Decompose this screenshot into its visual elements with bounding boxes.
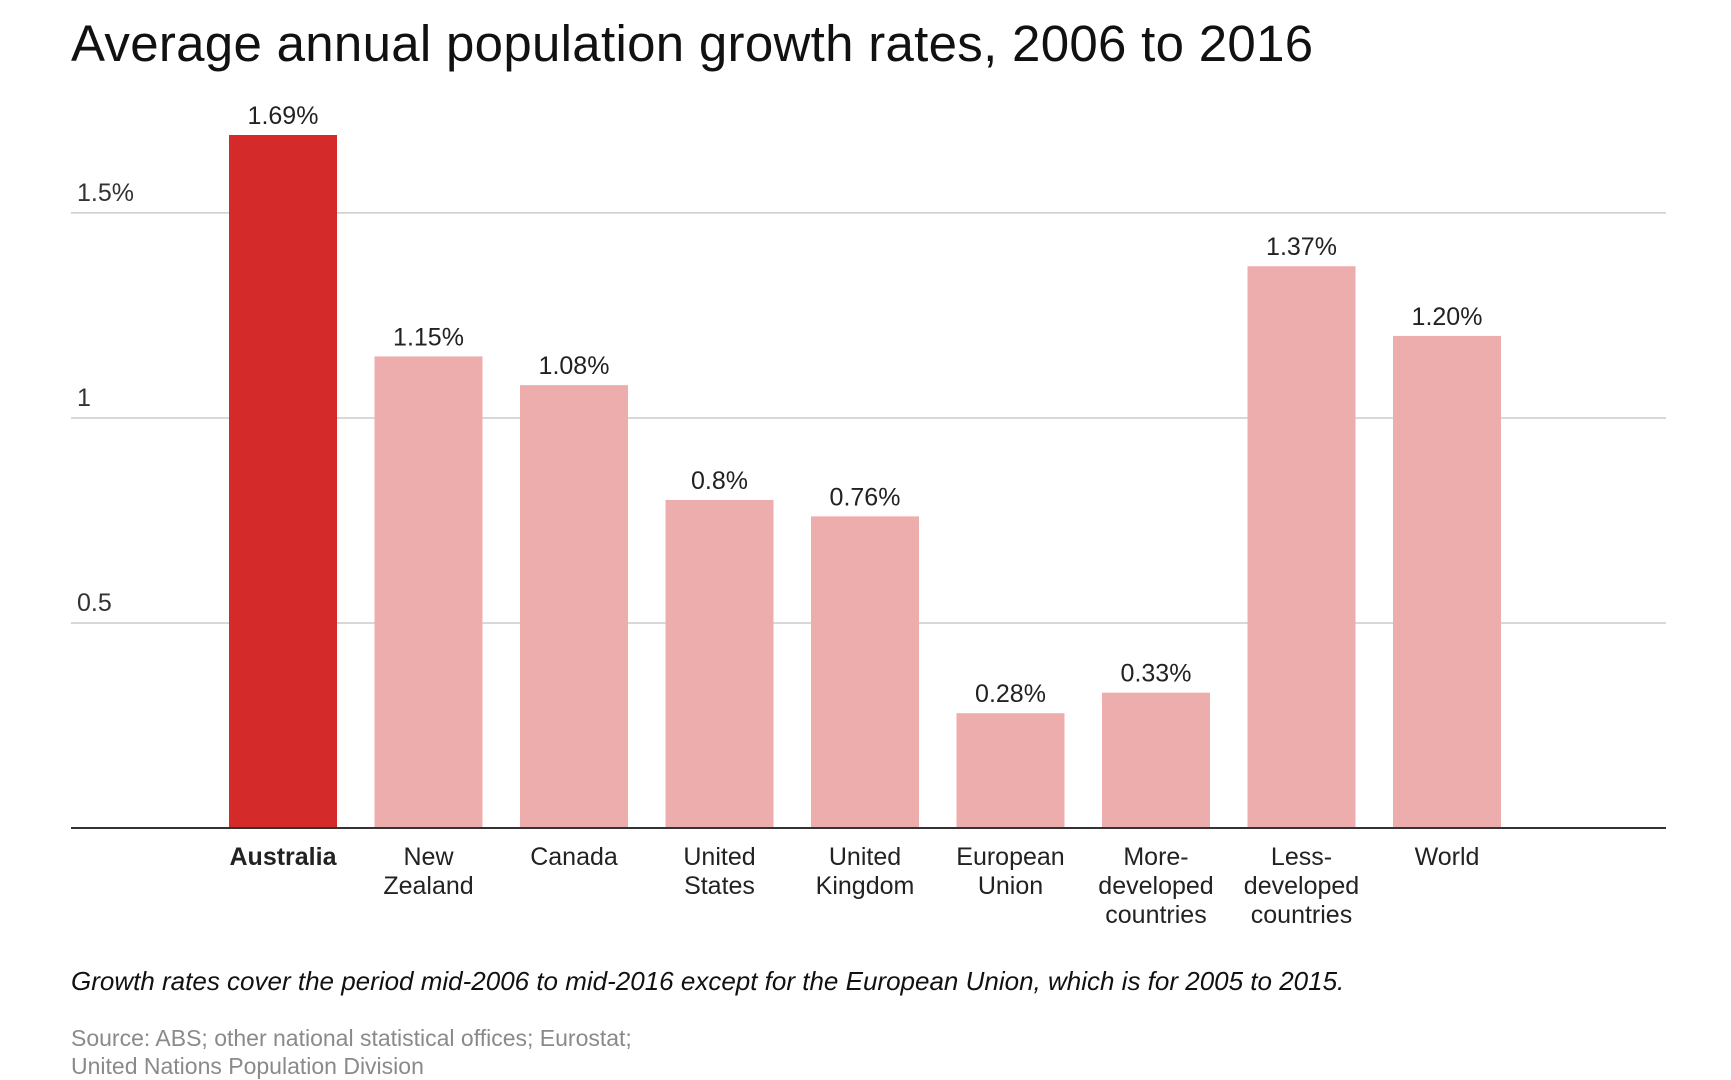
value-label: 0.76%: [830, 483, 901, 511]
category-label: Australia: [230, 843, 338, 871]
category-label: Kingdom: [816, 872, 915, 900]
category-label: United: [683, 843, 755, 871]
value-label: 0.33%: [1121, 660, 1192, 688]
value-label: 1.20%: [1412, 303, 1483, 331]
bar: [1393, 335, 1501, 828]
bar: [1102, 692, 1210, 828]
category-label: European: [956, 843, 1064, 871]
bar: [665, 499, 774, 828]
category-label: Zealand: [383, 872, 473, 900]
bar: [374, 356, 483, 828]
category-label: Union: [978, 872, 1043, 900]
bar: [956, 713, 1065, 828]
bar: [520, 385, 628, 828]
value-label: 1.69%: [248, 102, 319, 130]
bar-chart: 0.5 1 1.5% 1.69% 1.15% 1.08% 0.8% 0.76% 0.28% 0.…: [71, 102, 1666, 929]
category-label: Canada: [530, 843, 618, 871]
category-label: developed: [1244, 872, 1359, 900]
bar: [1247, 266, 1356, 828]
source-line: Source: ABS; other national statistical …: [71, 1025, 632, 1051]
category-label: New: [403, 843, 454, 871]
category-label: States: [684, 872, 755, 900]
y-tick-label: 1: [77, 384, 91, 412]
category-label: Less-: [1271, 843, 1332, 871]
chart-note: Growth rates cover the period mid-2006 t…: [71, 966, 1345, 996]
value-label: 0.8%: [691, 467, 748, 495]
value-label: 0.28%: [975, 680, 1046, 708]
chart-source: Source: ABS; other national statistical …: [71, 1024, 632, 1080]
category-label: developed: [1098, 872, 1213, 900]
bar: [811, 516, 919, 828]
value-label: 1.37%: [1266, 233, 1337, 261]
category-label: countries: [1105, 901, 1206, 929]
chart-title: Average annual population growth rates, …: [71, 15, 1314, 72]
value-labels: 1.69% 1.15% 1.08% 0.8% 0.76% 0.28% 0.33% 1.37% 1…: [248, 102, 1483, 708]
y-tick-label: 0.5: [77, 589, 112, 617]
source-line: United Nations Population Division: [71, 1053, 424, 1079]
category-label: countries: [1251, 901, 1352, 929]
category-label: United: [829, 843, 901, 871]
bar: [229, 135, 337, 828]
y-tick-label: 1.5%: [77, 179, 134, 207]
category-label: More-: [1123, 843, 1188, 871]
category-label: World: [1415, 843, 1480, 871]
bars: [229, 135, 1501, 828]
value-label: 1.15%: [393, 323, 464, 351]
value-label: 1.08%: [539, 352, 610, 380]
